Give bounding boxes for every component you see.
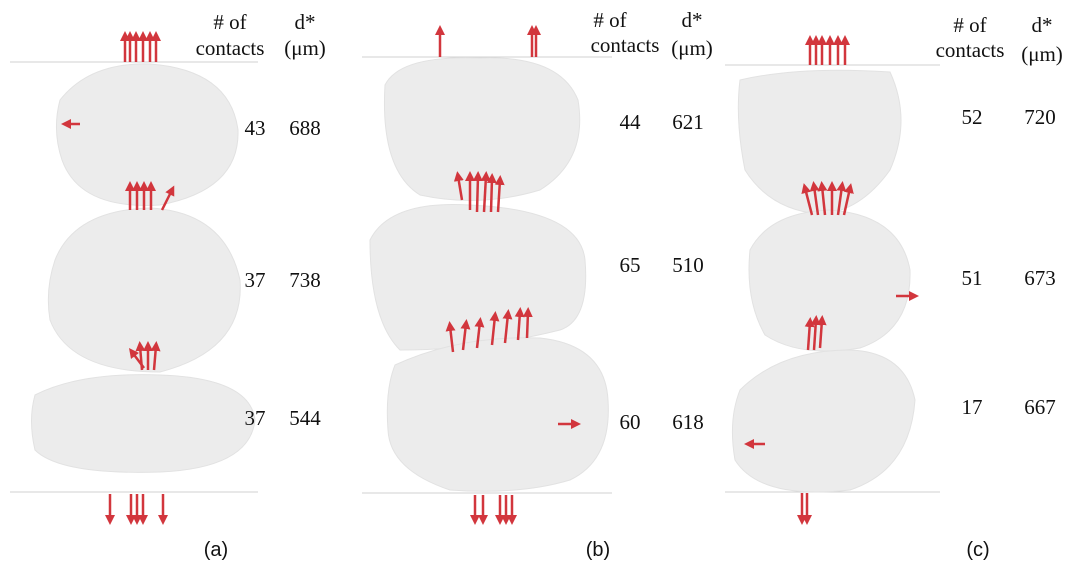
header: (μm) <box>671 36 713 60</box>
header: # of <box>213 10 246 34</box>
contacts: 37 <box>245 268 266 292</box>
diameter: 544 <box>289 406 321 430</box>
diameter: 738 <box>289 268 321 292</box>
header: contacts <box>936 38 1005 62</box>
figure: # of contacts d* (μm) 43 688 37 738 37 5… <box>0 0 1070 569</box>
header: # of <box>953 13 986 37</box>
grain <box>732 350 915 492</box>
grain <box>370 204 586 350</box>
grain <box>56 64 238 206</box>
diameter: 621 <box>672 110 704 134</box>
contacts: 44 <box>620 110 642 134</box>
grain <box>384 58 579 201</box>
grain <box>48 208 240 372</box>
panel-label: (b) <box>586 539 610 561</box>
header: contacts <box>591 33 660 57</box>
header: d* <box>682 8 703 32</box>
grain <box>387 338 608 492</box>
panel-label: (c) <box>966 539 989 561</box>
header: d* <box>295 10 316 34</box>
diameter: 688 <box>289 116 321 140</box>
diameter: 673 <box>1024 266 1056 290</box>
diameter: 618 <box>672 410 704 434</box>
diameter: 720 <box>1024 105 1056 129</box>
contacts: 17 <box>962 395 983 419</box>
diameter: 667 <box>1024 395 1056 419</box>
contacts: 52 <box>962 105 983 129</box>
panel-label: (a) <box>204 539 228 561</box>
grain <box>738 70 901 214</box>
header: (μm) <box>284 36 326 60</box>
header: # of <box>593 8 626 32</box>
grain <box>32 375 256 473</box>
contacts: 51 <box>962 266 983 290</box>
panel-b: # of contacts d* (μm) 44 621 65 510 60 6… <box>362 8 713 561</box>
panel-c: # of contacts d* (μm) 52 720 51 673 17 6… <box>725 13 1063 561</box>
panel-a: # of contacts d* (μm) 43 688 37 738 37 5… <box>10 10 326 561</box>
header: d* <box>1032 13 1053 37</box>
contacts: 60 <box>620 410 641 434</box>
contacts: 43 <box>245 116 266 140</box>
contacts: 37 <box>245 406 266 430</box>
header: (μm) <box>1021 42 1063 66</box>
header: contacts <box>196 36 265 60</box>
grain <box>749 210 910 351</box>
contacts: 65 <box>620 253 641 277</box>
diameter: 510 <box>672 253 704 277</box>
